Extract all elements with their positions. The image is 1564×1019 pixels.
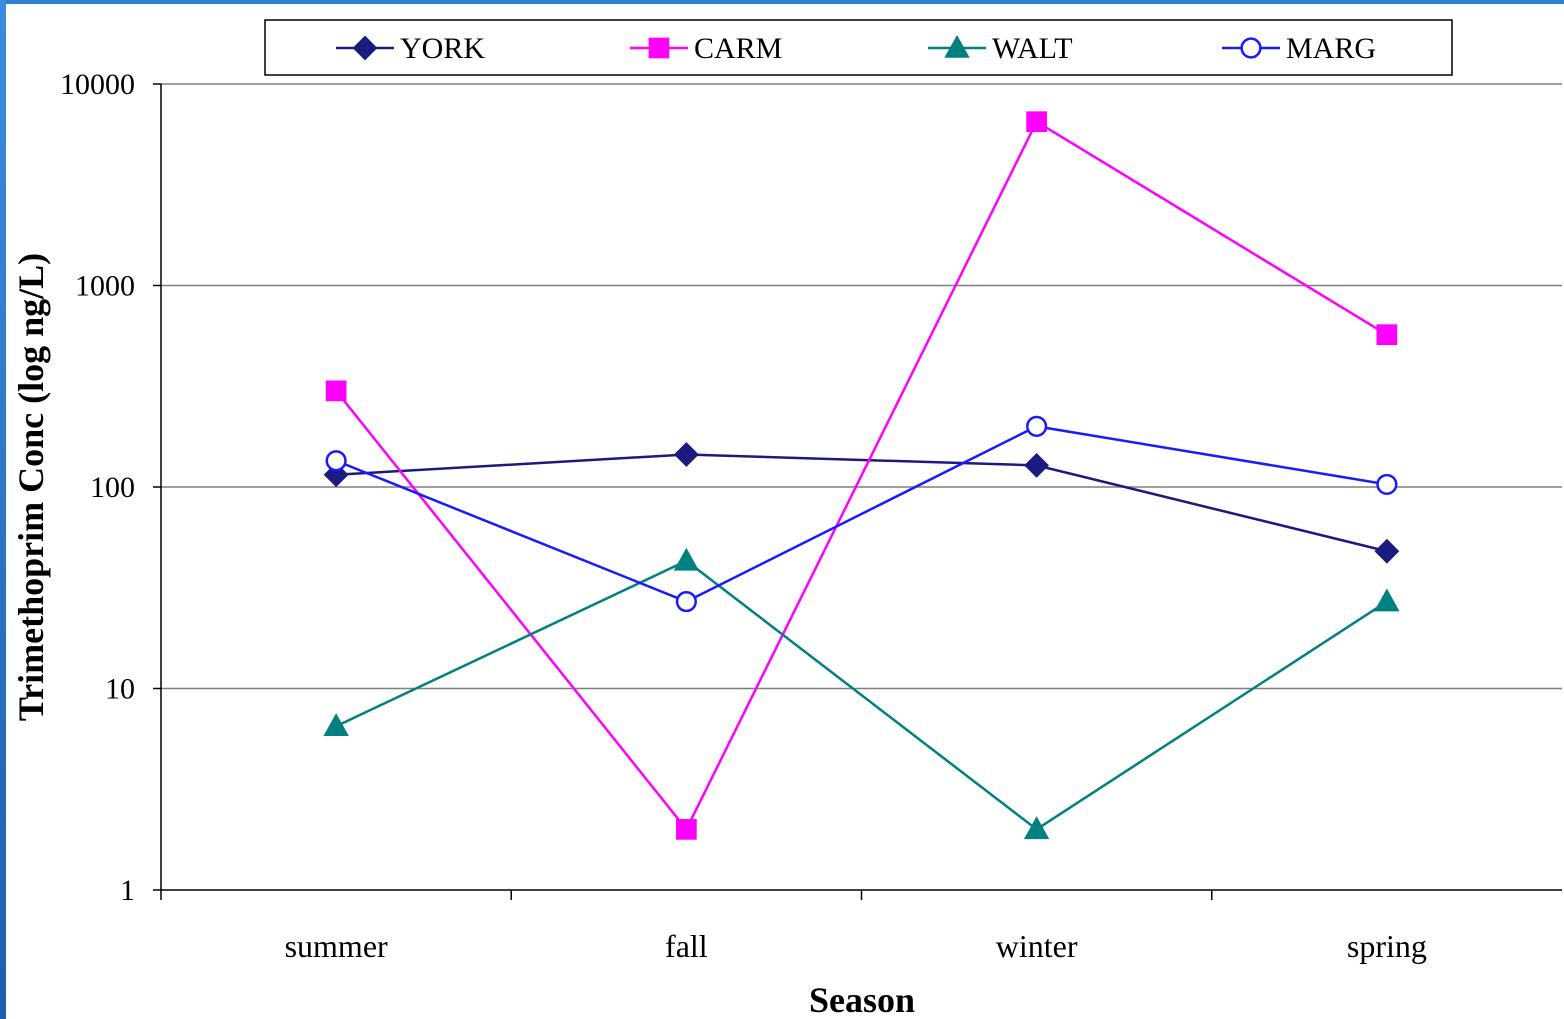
data-point-marg xyxy=(325,450,347,472)
legend-marker xyxy=(1240,37,1262,59)
series-layer xyxy=(323,111,1400,840)
slide-top-border xyxy=(0,0,1564,4)
legend-item-marg: MARG xyxy=(1222,32,1376,65)
data-point-carm xyxy=(1026,111,1047,133)
x-tick-label: winter xyxy=(996,928,1078,964)
data-point-york xyxy=(673,442,699,467)
data-point-carm xyxy=(676,818,697,840)
legend: YORK CARM WALT MARG xyxy=(264,19,1453,76)
axes: 1 10 100 1000 10000 summer fall winter spring xyxy=(60,68,1562,964)
y-tick-label: 1 xyxy=(120,874,135,907)
slide-left-border xyxy=(0,0,6,1019)
series-line-york xyxy=(336,453,1388,553)
series-line-walt xyxy=(335,559,1388,831)
series-york xyxy=(323,442,1400,564)
data-point-walt xyxy=(1023,816,1050,840)
x-axis-title: Season xyxy=(809,980,915,1019)
x-tick-label: spring xyxy=(1347,928,1427,964)
data-point-york xyxy=(1024,452,1050,478)
legend-label: CARM xyxy=(694,32,782,65)
legend-marker xyxy=(944,34,970,58)
series-line-carm xyxy=(335,119,1388,832)
y-tick-label: 100 xyxy=(90,471,135,504)
y-axis-title: Trimethoprim Conc (log ng/L) xyxy=(11,253,51,721)
x-tick-label: summer xyxy=(285,928,388,964)
data-point-marg xyxy=(1026,415,1048,437)
series-line-marg xyxy=(335,425,1388,603)
legend-item-york: YORK xyxy=(336,32,485,65)
data-point-walt xyxy=(1374,588,1400,612)
data-point-marg xyxy=(1376,473,1398,496)
series-marg xyxy=(325,415,1398,613)
x-tick-label: fall xyxy=(665,928,708,964)
legend-label: MARG xyxy=(1286,32,1376,65)
y-tick-label: 10 xyxy=(105,673,135,706)
legend-item-walt: WALT xyxy=(928,32,1073,65)
data-point-york xyxy=(1374,538,1400,564)
data-point-carm xyxy=(1376,324,1398,346)
data-point-walt xyxy=(673,547,700,571)
data-point-carm xyxy=(325,380,347,402)
data-point-marg xyxy=(675,590,697,613)
gridlines xyxy=(161,83,1562,690)
legend-item-carm: CARM xyxy=(630,32,782,65)
data-point-walt xyxy=(323,713,349,736)
legend-label: WALT xyxy=(992,32,1073,65)
y-tick-label: 1000 xyxy=(75,270,135,303)
legend-label: YORK xyxy=(400,32,485,65)
series-walt xyxy=(323,547,1400,840)
series-carm xyxy=(325,111,1398,840)
legend-marker xyxy=(648,37,670,59)
legend-marker xyxy=(352,35,378,61)
y-tick-label: 10000 xyxy=(60,68,135,101)
